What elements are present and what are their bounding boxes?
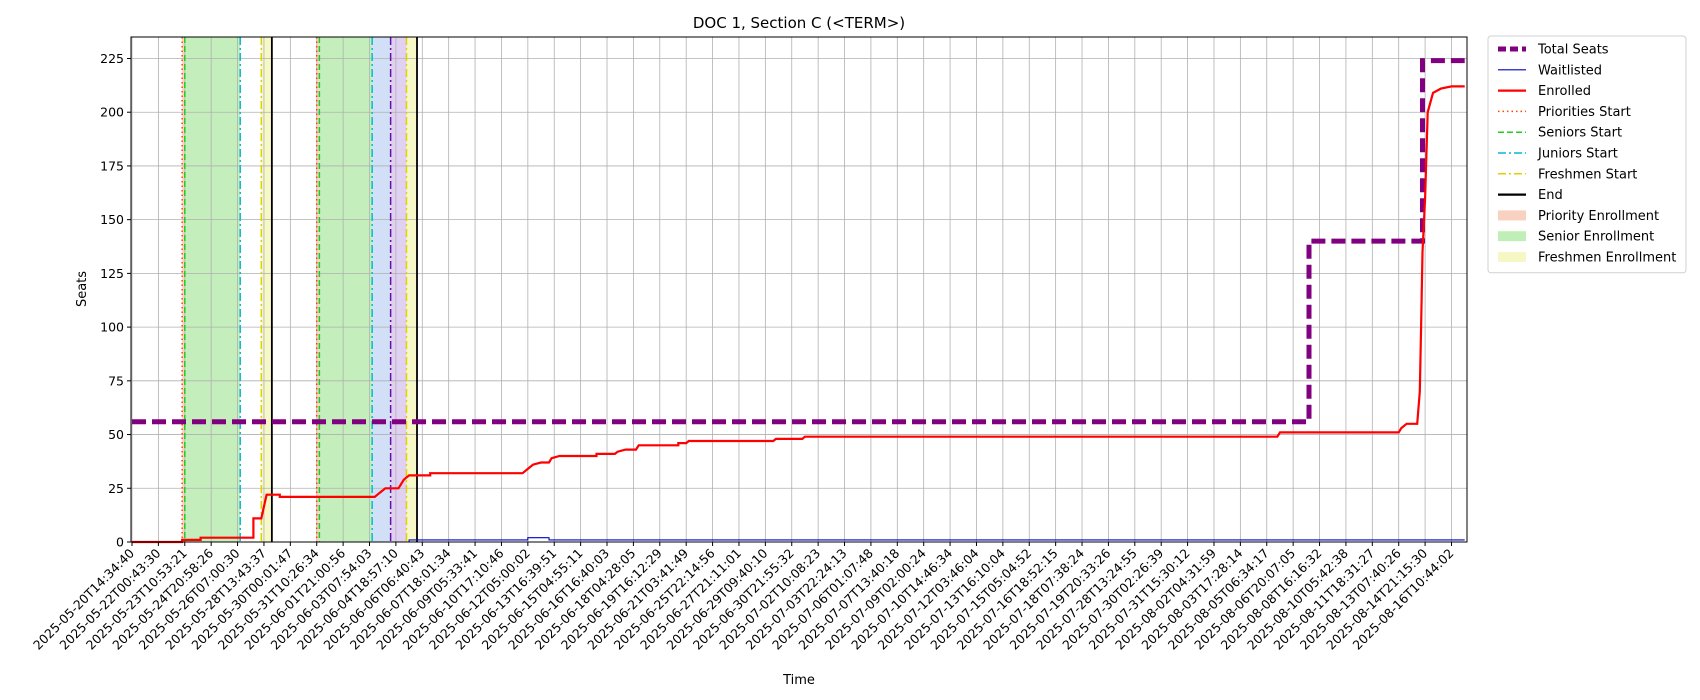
legend-label: Total Seats xyxy=(1537,43,1609,58)
region-priority-enrollment xyxy=(182,37,185,542)
y-tick-label: 125 xyxy=(100,266,124,281)
legend-item: Senior Enrollment xyxy=(1498,230,1654,245)
region-freshmen-enrollment xyxy=(261,37,272,542)
x-axis-label: Time xyxy=(782,673,815,688)
region-priority-enrollment xyxy=(316,37,320,542)
legend-label: Freshmen Start xyxy=(1538,167,1637,182)
legend-label: Priorities Start xyxy=(1538,105,1631,120)
legend-item: Freshmen Start xyxy=(1498,167,1637,182)
legend-frame xyxy=(1487,35,1687,274)
legend-swatch xyxy=(1498,231,1526,242)
legend-item: Total Seats xyxy=(1498,43,1609,58)
y-tick-label: 0 xyxy=(116,535,124,550)
y-tick-label: 25 xyxy=(108,481,124,496)
legend-item: Freshmen Enrollment xyxy=(1498,251,1676,266)
y-axis-label: Seats xyxy=(75,271,90,307)
chart-title: DOC 1, Section C (<TERM>) xyxy=(693,14,905,32)
legend-item: Seniors Start xyxy=(1498,126,1622,141)
legend-item: Enrolled xyxy=(1498,84,1591,99)
x-axis-ticks: 2025-05-20T14:34:402025-05-22T00:43:3020… xyxy=(30,542,1457,653)
legend: Total Seats Waitlisted Enrolled Priorities … xyxy=(1487,35,1687,274)
y-tick-label: 225 xyxy=(100,51,124,66)
y-tick-label: 50 xyxy=(108,427,124,442)
region-shade xyxy=(390,37,407,542)
y-tick-label: 175 xyxy=(100,158,124,173)
legend-item: Priority Enrollment xyxy=(1498,209,1659,224)
region-senior-enrollment xyxy=(184,37,241,542)
legend-label: Juniors Start xyxy=(1537,147,1618,162)
legend-swatch xyxy=(1498,252,1526,262)
legend-item: End xyxy=(1498,188,1563,203)
plot-frame xyxy=(130,36,1468,543)
legend-label: Waitlisted xyxy=(1538,63,1602,78)
region-senior-enrollment xyxy=(319,37,373,542)
series-total-seats xyxy=(132,58,1465,425)
legend-label: Priority Enrollment xyxy=(1538,209,1659,224)
legend-item: Priorities Start xyxy=(1498,105,1631,120)
y-axis-ticks: 0 25 50 75 100 125 150 175 200 225 xyxy=(100,51,131,550)
y-tick-label: 200 xyxy=(100,105,124,120)
legend-swatch xyxy=(1498,210,1526,221)
region-shade xyxy=(372,37,391,542)
enrollment-regions xyxy=(182,37,418,542)
y-tick-label: 75 xyxy=(108,373,124,388)
y-tick-label: 100 xyxy=(100,320,124,335)
region-freshmen-enrollment xyxy=(406,37,418,542)
legend-label: End xyxy=(1538,188,1563,203)
legend-label: Freshmen Enrollment xyxy=(1538,251,1676,266)
series-enrolled xyxy=(132,85,1465,544)
legend-item: Waitlisted xyxy=(1498,63,1602,78)
legend-label: Seniors Start xyxy=(1538,126,1622,141)
legend-label: Senior Enrollment xyxy=(1538,230,1654,245)
phase-markers xyxy=(181,37,418,542)
y-tick-label: 150 xyxy=(100,212,124,227)
legend-label: Enrolled xyxy=(1538,84,1591,99)
grid-lines xyxy=(131,37,1467,543)
legend-item: Juniors Start xyxy=(1498,147,1618,162)
